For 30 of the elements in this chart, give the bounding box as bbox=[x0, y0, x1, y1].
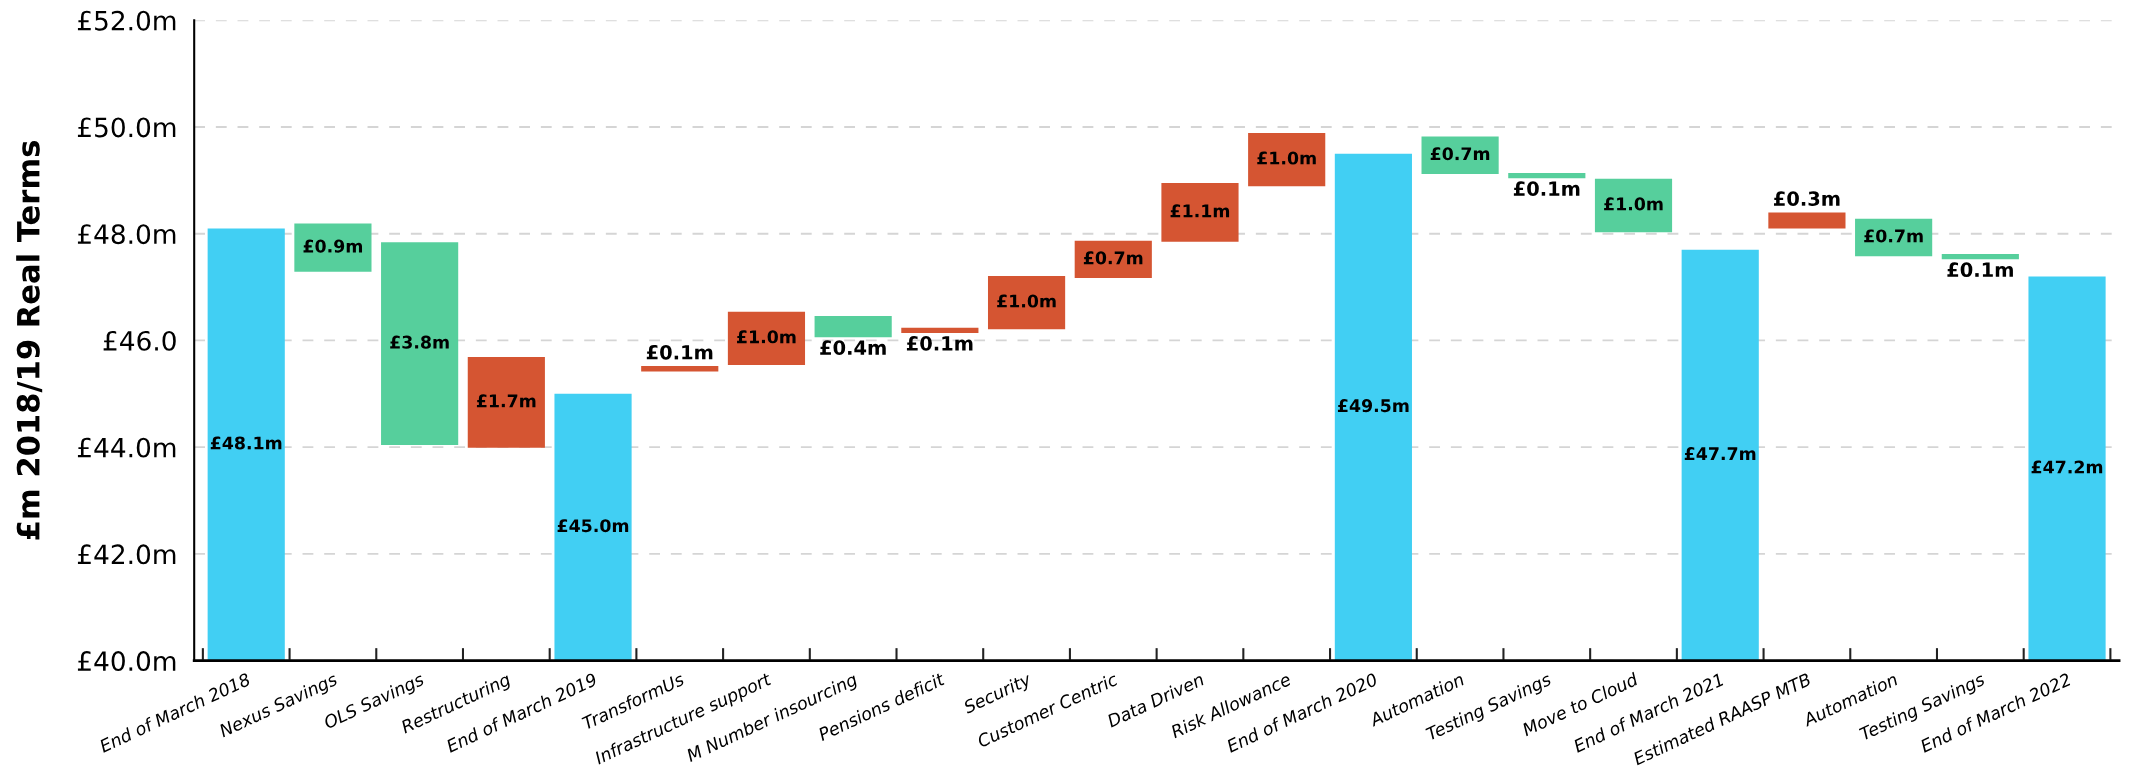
y-tick-label: £48.0m bbox=[77, 224, 176, 245]
data-label: £0.1m bbox=[1947, 262, 2013, 278]
data-label: £0.1m bbox=[906, 336, 973, 351]
data-label: £0.9m bbox=[303, 239, 363, 253]
y-tick-label: £40.0m bbox=[77, 651, 176, 672]
data-label: £0.1m bbox=[1513, 181, 1580, 196]
data-label: £1.0m bbox=[1257, 151, 1316, 165]
data-label: £1.0m bbox=[997, 294, 1056, 308]
y-tick-label: £50.0m bbox=[77, 117, 176, 138]
data-label: £49.5m bbox=[1337, 399, 1409, 413]
data-label: £0.3m bbox=[1773, 191, 1840, 206]
y-tick-label: £46.0 bbox=[103, 330, 176, 351]
data-label: £3.8m bbox=[390, 335, 449, 349]
data-label: £45.0m bbox=[557, 519, 629, 533]
y-tick-label: £42.0m bbox=[77, 544, 176, 565]
data-label: £47.7m bbox=[1684, 447, 1756, 460]
y-tick-label: £44.0m bbox=[77, 437, 176, 458]
data-label: £0.7m bbox=[1430, 147, 1490, 161]
data-label: £0.7m bbox=[1864, 229, 1923, 243]
data-label: £0.4m bbox=[820, 340, 886, 355]
y-tick-label: £52.0m bbox=[77, 10, 176, 31]
data-label: £0.1m bbox=[646, 344, 713, 360]
data-label: £0.7m bbox=[1083, 251, 1143, 265]
data-label: £1.1m bbox=[1170, 204, 1230, 218]
data-label: £1.0m bbox=[1604, 197, 1663, 211]
data-label: £1.0m bbox=[737, 330, 796, 344]
data-label: £48.1m bbox=[210, 436, 282, 450]
data-label: £47.2m bbox=[2031, 460, 2103, 474]
data-label: £1.7m bbox=[476, 394, 536, 408]
y-axis-title: £m 2018/19 Real Terms bbox=[16, 141, 43, 540]
